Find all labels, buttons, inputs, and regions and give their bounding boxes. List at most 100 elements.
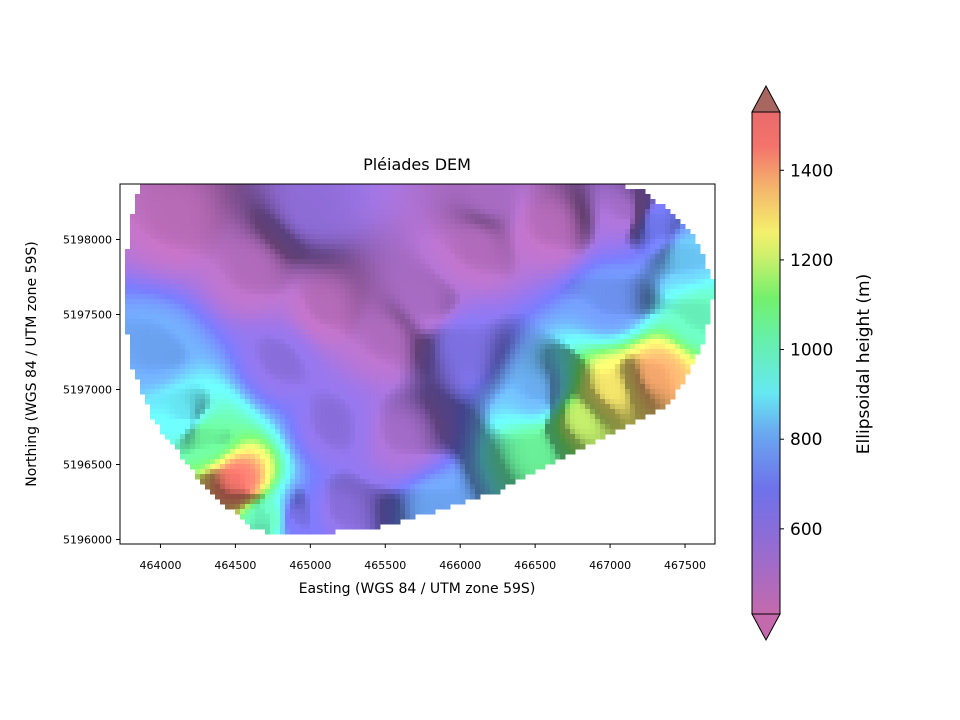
dem-cell bbox=[220, 329, 226, 335]
dem-cell bbox=[665, 324, 671, 330]
dem-cell bbox=[395, 194, 401, 200]
dem-cell bbox=[300, 184, 306, 190]
dem-cell bbox=[490, 184, 496, 190]
dem-cell bbox=[575, 294, 581, 300]
dem-cell bbox=[500, 269, 506, 275]
dem-cell bbox=[320, 254, 326, 260]
dem-cell bbox=[390, 279, 396, 285]
dem-cell bbox=[215, 394, 221, 400]
dem-cell bbox=[425, 224, 431, 230]
dem-cell bbox=[355, 219, 361, 225]
dem-cell bbox=[240, 324, 246, 330]
dem-cell bbox=[225, 314, 231, 320]
dem-cell bbox=[345, 354, 351, 360]
dem-cell bbox=[145, 284, 151, 290]
dem-cell bbox=[330, 194, 336, 200]
dem-cell bbox=[305, 359, 311, 365]
dem-cell bbox=[290, 274, 296, 280]
dem-cell bbox=[550, 264, 556, 270]
dem-cell bbox=[565, 314, 571, 320]
dem-cell bbox=[325, 354, 331, 360]
dem-cell bbox=[440, 304, 446, 310]
dem-cell bbox=[135, 279, 141, 285]
dem-cell bbox=[650, 274, 656, 280]
dem-cell bbox=[510, 394, 516, 400]
dem-cell bbox=[695, 284, 701, 290]
dem-cell bbox=[430, 399, 436, 405]
dem-cell bbox=[520, 194, 526, 200]
dem-cell bbox=[680, 279, 686, 285]
dem-cell bbox=[145, 364, 151, 370]
dem-cell bbox=[430, 259, 436, 265]
dem-cell bbox=[150, 404, 156, 410]
dem-cell bbox=[665, 314, 671, 320]
dem-cell bbox=[520, 254, 526, 260]
dem-cell bbox=[425, 354, 431, 360]
dem-cell bbox=[305, 259, 311, 265]
dem-cell bbox=[225, 339, 231, 345]
dem-cell bbox=[335, 184, 341, 190]
dem-cell bbox=[255, 254, 261, 260]
dem-cell bbox=[545, 314, 551, 320]
dem-cell bbox=[705, 314, 711, 320]
dem-cell bbox=[495, 274, 501, 280]
dem-cell bbox=[540, 389, 546, 395]
dem-cell bbox=[330, 314, 336, 320]
dem-cell bbox=[240, 284, 246, 290]
dem-cell bbox=[495, 319, 501, 325]
dem-cell bbox=[300, 269, 306, 275]
dem-cell bbox=[595, 209, 601, 215]
dem-cell bbox=[155, 384, 161, 390]
dem-cell bbox=[240, 364, 246, 370]
dem-cell bbox=[260, 309, 266, 315]
dem-cell bbox=[225, 254, 231, 260]
dem-cell bbox=[410, 229, 416, 235]
dem-cell bbox=[195, 229, 201, 235]
dem-cell bbox=[445, 329, 451, 335]
dem-cell bbox=[520, 234, 526, 240]
dem-cell bbox=[295, 184, 301, 190]
dem-cell bbox=[350, 339, 356, 345]
dem-cell bbox=[585, 229, 591, 235]
dem-cell bbox=[485, 189, 491, 195]
dem-cell bbox=[450, 284, 456, 290]
dem-cell bbox=[215, 334, 221, 340]
dem-cell bbox=[420, 259, 426, 265]
dem-cell bbox=[335, 354, 341, 360]
dem-cell bbox=[225, 219, 231, 225]
dem-cell bbox=[190, 354, 196, 360]
dem-cell bbox=[410, 374, 416, 380]
dem-cell bbox=[520, 224, 526, 230]
dem-cell bbox=[160, 379, 166, 385]
dem-cell bbox=[220, 399, 226, 405]
dem-cell bbox=[340, 214, 346, 220]
dem-cell bbox=[215, 254, 221, 260]
dem-cell bbox=[530, 359, 536, 365]
dem-cell bbox=[255, 184, 261, 190]
dem-cell bbox=[260, 389, 266, 395]
dem-cell bbox=[640, 234, 646, 240]
dem-cell bbox=[615, 249, 621, 255]
dem-cell bbox=[360, 264, 366, 270]
dem-cell bbox=[175, 269, 181, 275]
dem-cell bbox=[285, 259, 291, 265]
dem-cell bbox=[265, 254, 271, 260]
dem-cell bbox=[155, 319, 161, 325]
dem-cell bbox=[340, 249, 346, 255]
dem-cell bbox=[465, 259, 471, 265]
dem-cell bbox=[130, 304, 136, 310]
dem-cell bbox=[175, 309, 181, 315]
dem-cell bbox=[640, 254, 646, 260]
dem-cell bbox=[145, 399, 151, 405]
dem-cell bbox=[245, 219, 251, 225]
dem-cell bbox=[365, 349, 371, 355]
dem-cell bbox=[170, 219, 176, 225]
dem-cell bbox=[620, 219, 626, 225]
dem-cell bbox=[655, 234, 661, 240]
dem-cell bbox=[385, 214, 391, 220]
dem-cell bbox=[540, 249, 546, 255]
dem-cell bbox=[530, 194, 536, 200]
dem-cell bbox=[380, 229, 386, 235]
dem-cell bbox=[650, 384, 656, 390]
dem-cell bbox=[525, 329, 531, 335]
